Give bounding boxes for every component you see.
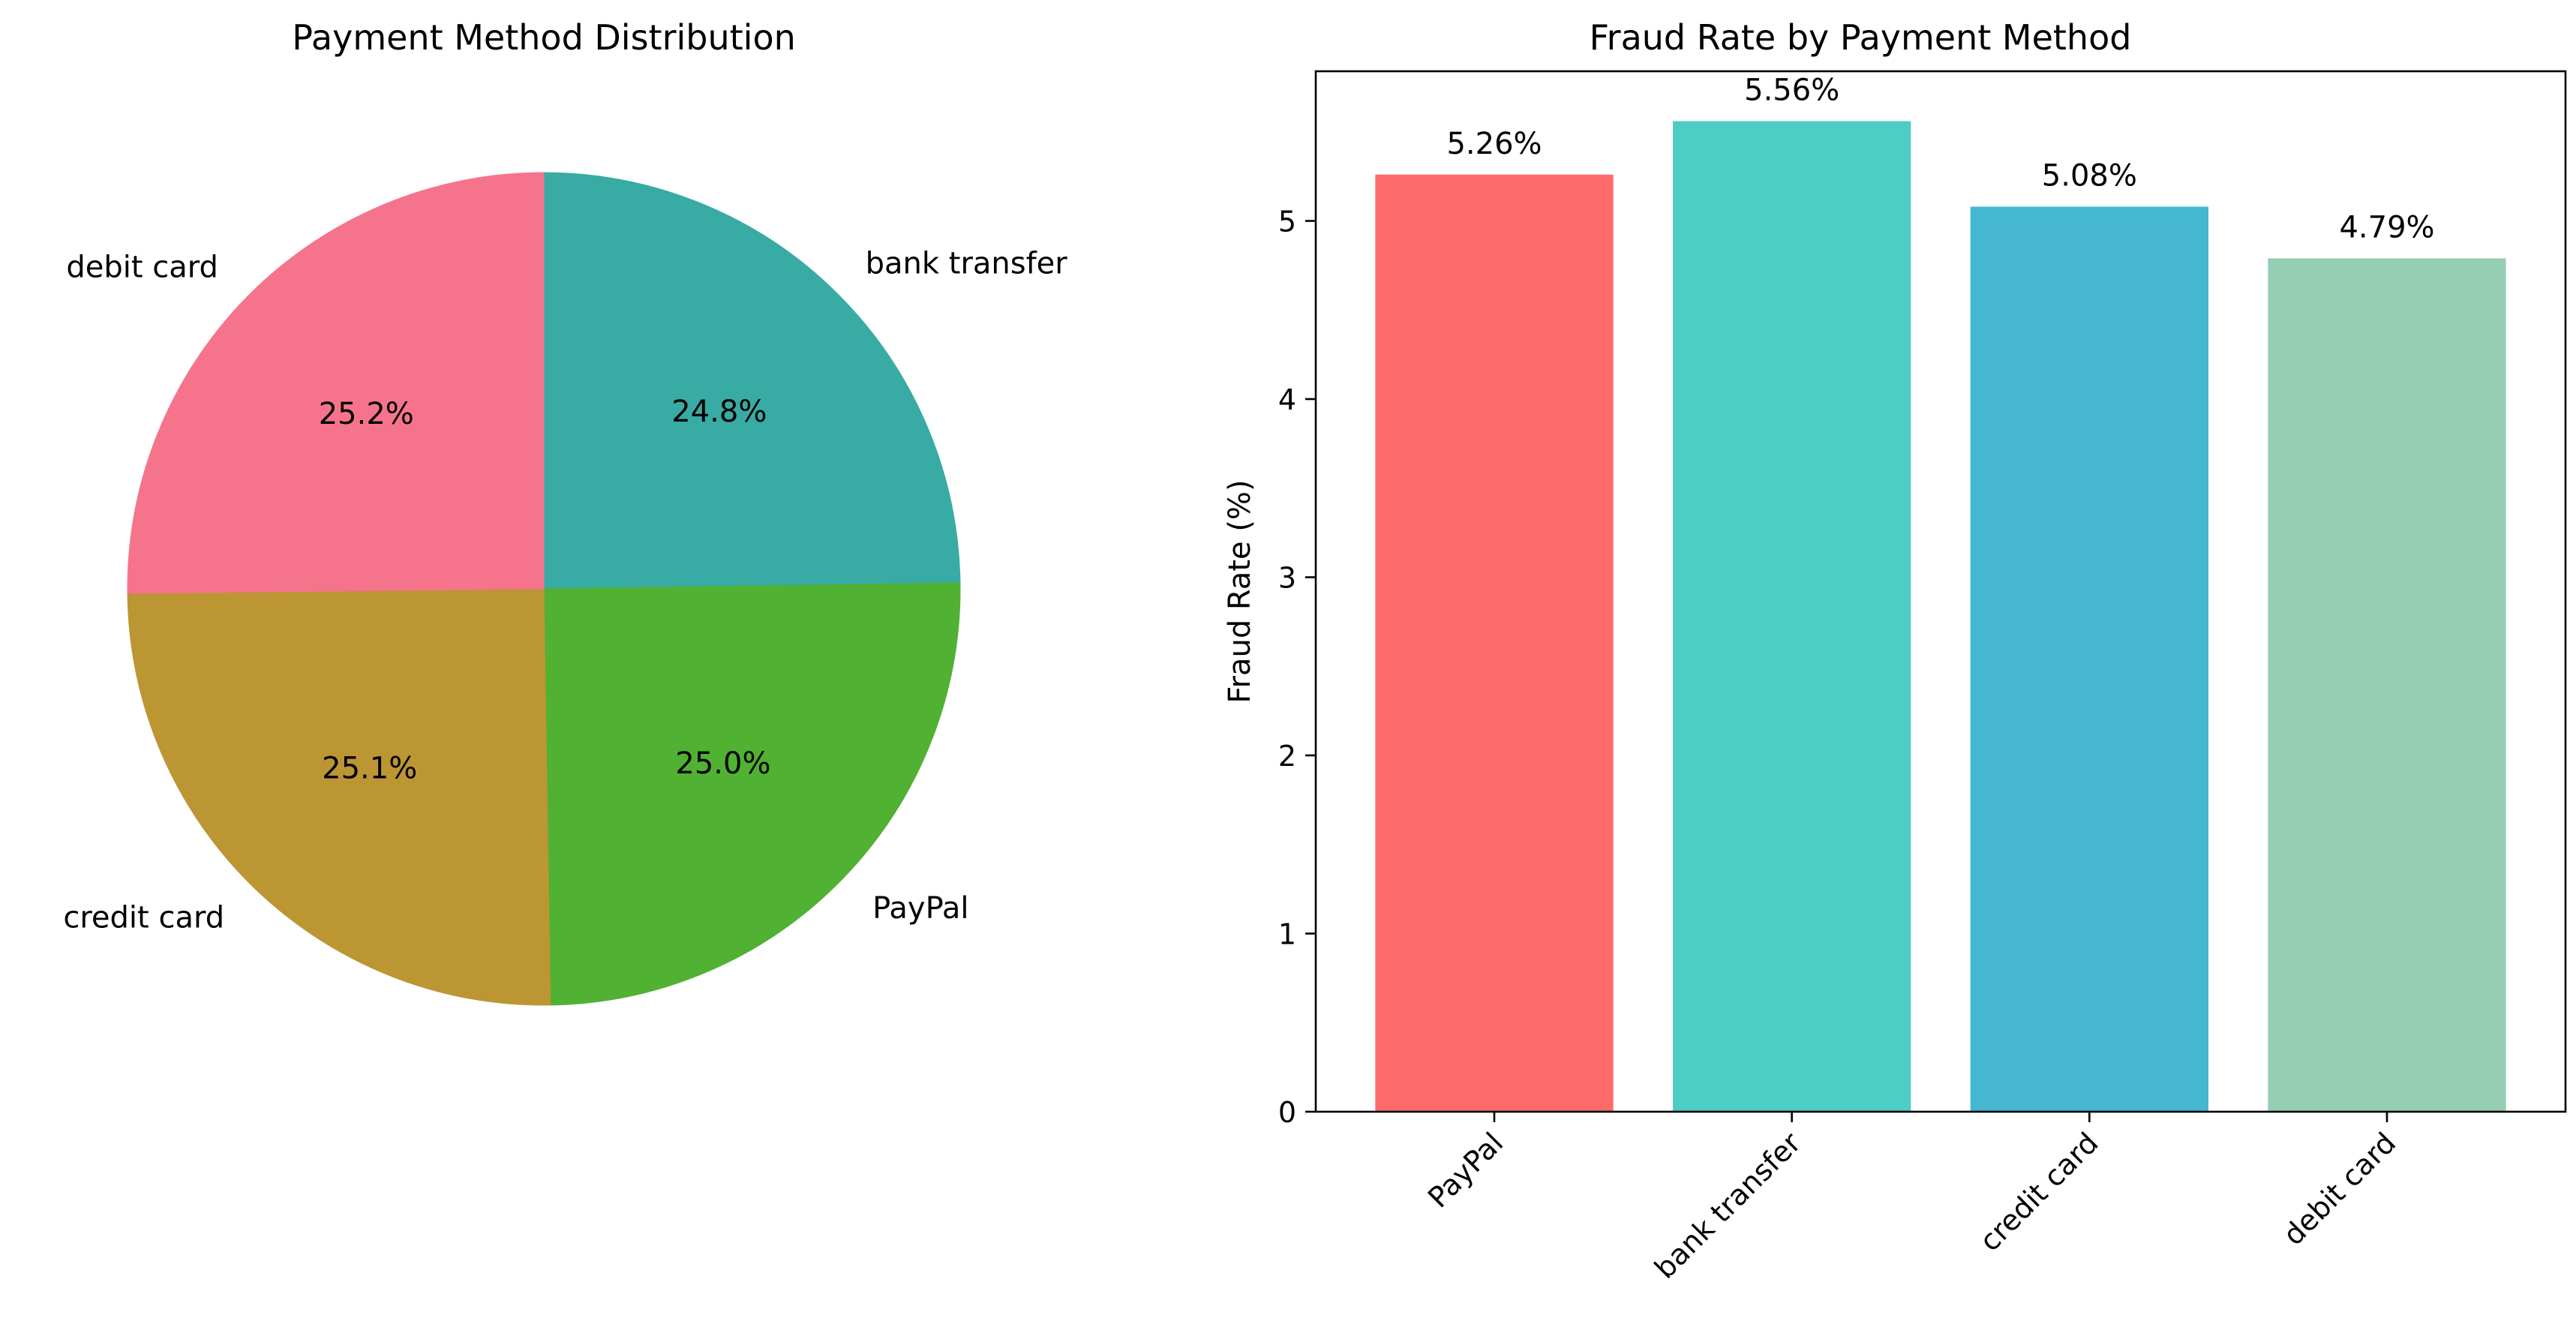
y-tick-label-3: 3 (1278, 562, 1296, 595)
pie-percent-label-credit-card: 25.1% (322, 752, 417, 786)
y-tick-label-2: 2 (1278, 740, 1296, 773)
x-tick-label-bank-transfer: bank transfer (1648, 1126, 1807, 1285)
plot-frame (1314, 70, 2567, 1113)
pie-slice-bank-transfer (543, 172, 961, 590)
pie-category-label-debit-card: debit card (66, 251, 218, 285)
bar-value-label-paypal: 5.26% (1446, 127, 1542, 161)
x-tick-label-debit-card: debit card (2277, 1126, 2402, 1251)
bar-value-label-bank-transfer: 5.56% (1744, 74, 1839, 108)
pie-labels: 24.8% bank transfer 25.0% PayPal 25.1% credit… (63, 246, 1067, 935)
bar-chart-panel: Fraud Rate by Payment Method 5.26%5.56%5… (1223, 17, 2567, 1285)
pie-percent-label-debit-card: 25.2% (319, 397, 414, 431)
pie-category-label-paypal: PayPal (872, 891, 968, 926)
pie-category-label-bank-transfer: bank transfer (866, 246, 1068, 281)
pie-percent-label-bank-transfer: 24.8% (671, 395, 767, 429)
y-tick-label-0: 0 (1278, 1096, 1296, 1129)
bar-series (1375, 121, 2506, 1112)
pie-slice-paypal (543, 582, 961, 1006)
y-axis-label: Fraud Rate (%) (1223, 479, 1257, 703)
pie-category-label-credit-card: credit card (63, 900, 224, 935)
bar-chart-title: Fraud Rate by Payment Method (1590, 17, 2132, 58)
bar-bank-transfer (1673, 121, 1911, 1112)
bar-paypal (1375, 174, 1614, 1112)
bar-debit-card (2268, 258, 2506, 1112)
bar-value-label-debit-card: 4.79% (2339, 210, 2434, 245)
bar-value-labels: 5.26% 5.56% 5.08% 4.79% (1446, 74, 2434, 245)
y-tick-label-4: 4 (1278, 383, 1296, 416)
x-tick-label-credit-card: credit card (1973, 1126, 2104, 1257)
pie-slice-credit-card (127, 588, 551, 1006)
bar-credit-card (1970, 206, 2208, 1112)
pie-chart-panel: Payment Method Distribution 24.8% bank tr… (63, 17, 1067, 1006)
pie-percent-label-paypal: 25.0% (675, 746, 770, 781)
y-tick-label-1: 1 (1278, 918, 1296, 951)
x-axis-ticks: PayPal bank transfer credit card debit card (1422, 1112, 2402, 1285)
y-axis-ticks: 0 1 2 3 4 5 (1278, 206, 1316, 1129)
y-tick-label-5: 5 (1278, 206, 1296, 239)
x-tick-label-paypal: PayPal (1422, 1126, 1509, 1214)
bar-value-label-credit-card: 5.08% (2042, 159, 2137, 194)
pie-chart-title: Payment Method Distribution (292, 17, 796, 58)
pie-slice-debit-card (127, 172, 545, 594)
pie-slices (127, 172, 961, 1006)
